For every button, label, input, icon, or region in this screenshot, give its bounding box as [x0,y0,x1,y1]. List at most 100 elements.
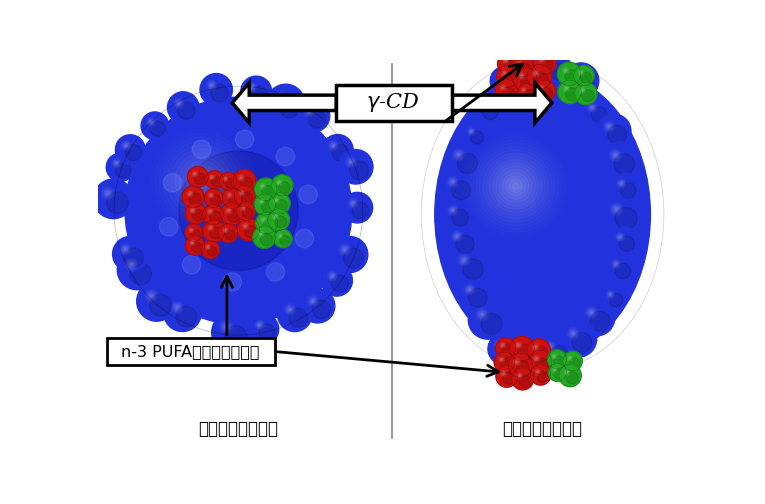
Circle shape [185,203,206,224]
Circle shape [130,263,151,285]
Circle shape [191,242,194,244]
Circle shape [480,312,484,317]
Circle shape [262,185,274,198]
Circle shape [565,88,568,90]
Circle shape [497,52,520,75]
Circle shape [262,219,265,221]
Circle shape [462,259,466,262]
Circle shape [499,344,500,345]
Circle shape [445,224,478,258]
Circle shape [500,76,515,91]
Circle shape [541,88,542,89]
Circle shape [223,188,243,208]
Text: n-3 PUFAトリグリセリド: n-3 PUFAトリグリセリド [122,344,260,359]
Circle shape [519,375,521,377]
Circle shape [229,194,231,196]
Circle shape [581,72,591,83]
Circle shape [574,66,594,86]
Circle shape [575,75,577,77]
Circle shape [503,73,506,75]
Circle shape [149,294,153,298]
Circle shape [210,211,211,213]
Circle shape [125,97,352,324]
Circle shape [516,361,518,363]
Circle shape [498,343,501,346]
Circle shape [116,163,117,164]
Circle shape [216,188,261,233]
Circle shape [602,142,640,179]
Circle shape [136,108,340,312]
Circle shape [249,314,278,344]
Circle shape [503,87,515,99]
Circle shape [190,230,200,239]
Circle shape [512,368,534,390]
Circle shape [559,364,581,387]
Circle shape [452,181,454,183]
Circle shape [163,173,182,192]
Circle shape [243,208,244,210]
Circle shape [352,202,369,219]
Circle shape [312,300,314,302]
Circle shape [189,193,201,205]
Circle shape [254,194,275,215]
Circle shape [620,183,622,184]
Circle shape [509,353,532,377]
Circle shape [343,248,347,251]
Circle shape [233,205,244,216]
Circle shape [582,90,583,91]
Circle shape [488,333,520,365]
Circle shape [615,264,617,265]
Circle shape [279,97,300,118]
FancyBboxPatch shape [107,338,275,365]
Circle shape [219,172,237,191]
Circle shape [620,182,636,198]
Circle shape [565,88,578,101]
Circle shape [332,144,335,147]
Circle shape [541,53,571,84]
Circle shape [106,192,109,195]
Circle shape [275,200,278,202]
Circle shape [175,305,179,309]
Text: 上から見た包接体: 上から見た包接体 [198,419,278,437]
Circle shape [609,293,611,296]
Circle shape [558,62,581,86]
Circle shape [597,114,631,149]
Circle shape [112,236,148,272]
Circle shape [352,202,354,205]
Circle shape [541,87,552,99]
Circle shape [457,277,492,311]
Circle shape [278,181,290,194]
Circle shape [468,288,487,307]
Circle shape [463,123,487,147]
Circle shape [164,294,201,332]
Circle shape [495,80,517,102]
Circle shape [116,135,145,164]
Circle shape [502,344,503,346]
Circle shape [308,110,311,113]
Circle shape [541,59,543,61]
Circle shape [301,289,335,323]
Circle shape [137,281,177,321]
Circle shape [535,73,549,86]
Circle shape [517,344,519,346]
Circle shape [591,107,593,108]
Circle shape [225,178,226,180]
Circle shape [299,185,317,204]
Circle shape [614,154,635,174]
Circle shape [256,212,278,234]
Circle shape [451,180,454,183]
Circle shape [470,131,483,144]
Circle shape [483,104,498,120]
Circle shape [125,145,142,161]
Circle shape [148,120,329,301]
Circle shape [549,345,568,364]
Circle shape [610,227,638,255]
Circle shape [331,275,349,292]
Circle shape [250,86,253,89]
Circle shape [565,70,566,71]
Circle shape [269,193,290,214]
Circle shape [490,67,518,95]
Circle shape [192,242,193,243]
Circle shape [193,165,284,256]
Ellipse shape [435,72,650,357]
